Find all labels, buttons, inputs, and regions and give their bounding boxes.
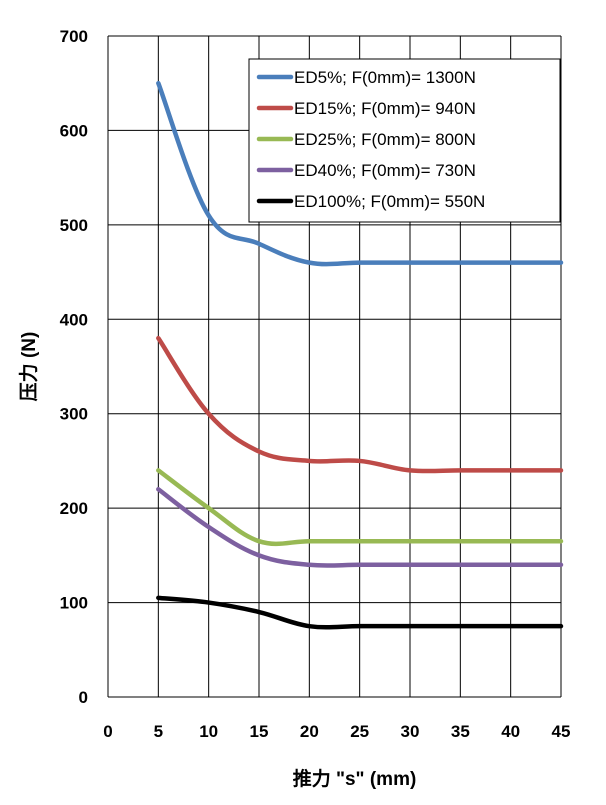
x-tick-label: 35 — [451, 722, 470, 741]
y-axis-title: 压力 (N) — [17, 332, 40, 402]
legend-label: ED5%; F(0mm)= 1300N — [294, 68, 476, 87]
x-tick-label: 0 — [103, 722, 112, 741]
y-tick-label: 300 — [60, 405, 88, 424]
x-tick-label: 20 — [300, 722, 319, 741]
y-tick-label: 100 — [60, 594, 88, 613]
legend-box — [248, 58, 561, 223]
y-tick-label: 600 — [60, 121, 88, 140]
x-tick-label: 10 — [199, 722, 218, 741]
x-axis-ticks: 0 5 10 15 20 25 30 35 40 45 — [103, 722, 570, 741]
y-tick-label: 700 — [60, 27, 88, 46]
legend-label: ED40%; F(0mm)= 730N — [294, 161, 476, 180]
y-tick-label: 0 — [79, 688, 88, 707]
x-tick-label: 25 — [350, 722, 369, 741]
y-tick-label: 200 — [60, 499, 88, 518]
series-line-0 — [156, 80, 564, 267]
legend-label: ED25%; F(0mm)= 800N — [294, 130, 476, 149]
y-tick-label: 400 — [60, 310, 88, 329]
series-line-1 — [156, 335, 564, 474]
x-tick-label: 45 — [552, 722, 571, 741]
x-tick-label: 15 — [250, 722, 269, 741]
legend-label: ED15%; F(0mm)= 940N — [294, 99, 476, 118]
x-tick-label: 30 — [401, 722, 420, 741]
x-tick-label: 40 — [501, 722, 520, 741]
series-lines — [156, 80, 564, 630]
y-axis-ticks: 0 100 200 300 400 500 600 700 — [60, 27, 88, 707]
y-tick-label: 500 — [60, 216, 88, 235]
series-line-3 — [156, 487, 564, 568]
x-tick-label: 5 — [154, 722, 163, 741]
legend: ED5%; F(0mm)= 1300N ED15%; F(0mm)= 940N ED… — [248, 58, 561, 223]
series-line-2 — [156, 468, 564, 547]
series-line-4 — [156, 595, 564, 630]
legend-label: ED100%; F(0mm)= 550N — [294, 192, 485, 211]
x-axis-title: 推力 "s" (mm) — [293, 767, 417, 790]
